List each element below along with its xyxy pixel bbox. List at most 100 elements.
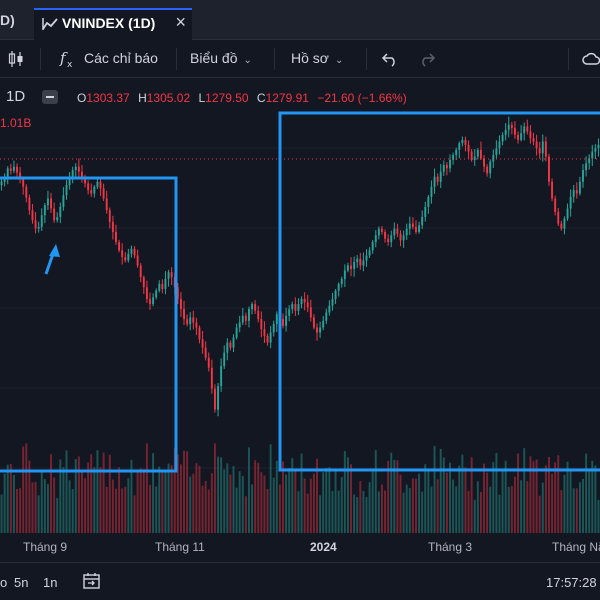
candle-body <box>350 265 352 269</box>
volume-bar <box>220 457 223 533</box>
volume-bar <box>189 476 192 533</box>
time-tick: Tháng 9 <box>23 540 68 554</box>
candle-style-icon[interactable] <box>8 50 24 68</box>
volume-bar <box>124 486 127 533</box>
candle-body <box>368 250 371 256</box>
volume-bar <box>445 472 448 533</box>
volume-bar <box>9 463 12 533</box>
candle-body <box>303 299 306 303</box>
ohlc-values: O1303.37 H1305.02 L1279.50 C1279.91 −21.… <box>77 91 412 105</box>
hide-indicator-icon[interactable] <box>42 90 58 104</box>
volume-bar <box>139 468 142 533</box>
volume-bar <box>331 490 334 533</box>
close-icon[interactable]: × <box>175 12 186 32</box>
redo-icon[interactable] <box>418 51 436 67</box>
candle-body <box>541 141 544 154</box>
candle-body <box>424 206 427 217</box>
toolbar-divider <box>40 48 41 70</box>
toolbar-divider <box>176 48 177 70</box>
template-button[interactable]: Hồ sơ ⌄ <box>291 50 343 66</box>
volume-bar <box>254 460 257 533</box>
volume-bar <box>510 485 513 533</box>
range-5y[interactable]: 5n <box>14 575 29 590</box>
candle-body <box>526 126 529 132</box>
candle-body <box>445 164 448 169</box>
bottom-toolbar: o 5n 1n 17:57:28 <box>0 562 600 600</box>
candle-body <box>213 388 216 410</box>
change-value: −21.60 (−1.66%) <box>317 91 407 105</box>
volume-bar <box>418 473 421 533</box>
volume-bar <box>257 462 260 533</box>
volume-bar <box>244 496 247 533</box>
volume-bar <box>31 482 34 533</box>
candle-body <box>557 211 560 224</box>
volume-bar <box>374 450 377 533</box>
chart-line-icon <box>42 18 58 30</box>
candle-body <box>399 233 402 241</box>
candle-body <box>415 226 417 232</box>
volume-bar <box>501 471 504 533</box>
volume-bar <box>81 471 83 533</box>
candle-body <box>108 210 111 222</box>
candle-body <box>37 226 40 229</box>
candle-body <box>467 144 470 152</box>
time-tick: 2024 <box>310 540 337 554</box>
volume-bar <box>449 462 451 533</box>
volume-bar <box>229 474 232 533</box>
candle-body <box>16 166 18 173</box>
volume-bar <box>22 446 25 533</box>
volume-bar <box>186 451 189 533</box>
volume-bar <box>541 482 544 533</box>
candle-body <box>597 144 600 149</box>
candle-body <box>337 283 340 291</box>
volume-bar <box>517 453 519 533</box>
volume-bar <box>34 481 37 533</box>
tab-vnindex[interactable]: VNINDEX (1D) × <box>34 8 192 40</box>
volume-bar <box>269 444 272 533</box>
volume-bar <box>384 490 387 533</box>
cloud-icon[interactable] <box>582 50 600 68</box>
low-value: 1279.50 <box>205 91 249 105</box>
volume-bar <box>439 448 442 533</box>
volume-bar <box>427 470 430 533</box>
time-tick: Tháng 3 <box>428 540 473 554</box>
volume-bar <box>464 467 467 533</box>
candle-body <box>210 367 213 389</box>
candle-body <box>353 262 356 269</box>
candle-body <box>266 335 269 343</box>
candle-body <box>40 215 43 227</box>
candle-body <box>523 126 526 134</box>
candle-body <box>43 205 46 216</box>
volume-bar <box>40 471 43 533</box>
candle-body <box>226 342 229 353</box>
indicators-button[interactable]: Các chỉ báo <box>84 50 158 66</box>
calendar-goto-icon[interactable] <box>82 572 102 590</box>
price-chart[interactable] <box>0 108 600 535</box>
candle-body <box>405 228 408 236</box>
volume-bar <box>170 465 173 533</box>
candle-body <box>272 324 275 333</box>
candle-body <box>501 134 504 142</box>
toolbar-divider <box>568 48 569 70</box>
candle-body <box>53 208 56 221</box>
volume-bar <box>142 468 145 533</box>
candle-body <box>575 190 578 194</box>
close-value: 1279.91 <box>265 91 309 105</box>
candle-body <box>68 176 71 186</box>
volume-bar <box>164 470 167 533</box>
candle-body <box>254 304 257 311</box>
tab-previous[interactable]: D) <box>0 12 15 28</box>
candle-body <box>377 228 380 236</box>
fx-icon[interactable]: f x <box>58 49 78 69</box>
chart-type-button[interactable]: Biểu đồ ⌄ <box>190 50 252 66</box>
undo-icon[interactable] <box>381 51 399 67</box>
volume-bar <box>207 489 210 533</box>
range-fragment[interactable]: o <box>0 575 8 590</box>
volume-bar <box>582 478 584 533</box>
candle-body <box>535 141 538 149</box>
volume-bar <box>578 482 581 533</box>
range-1y[interactable]: 1n <box>43 575 58 590</box>
volume-bar <box>183 450 185 533</box>
volume-bar <box>152 453 155 533</box>
volume-bar <box>155 486 158 533</box>
